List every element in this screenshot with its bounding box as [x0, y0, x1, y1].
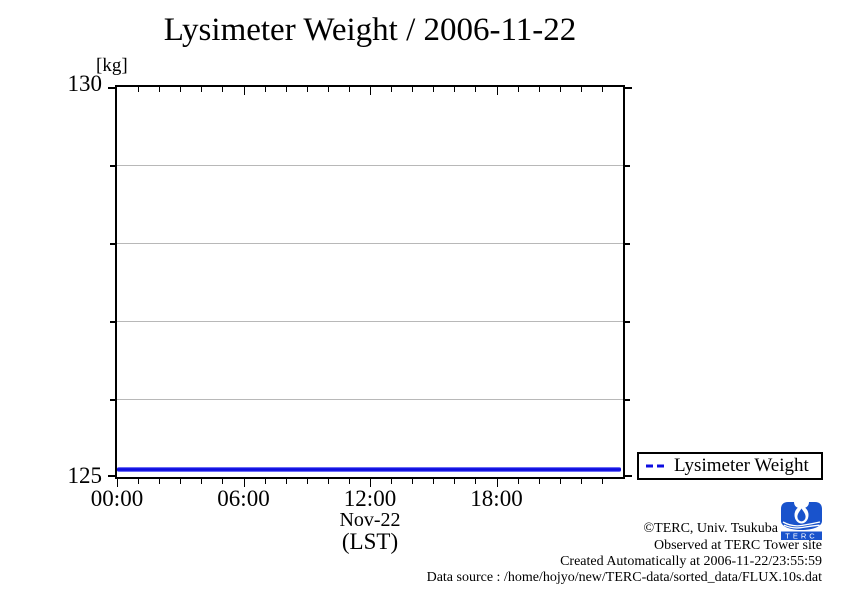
legend-label: Lysimeter Weight [674, 455, 809, 476]
y-tick-mark [625, 164, 630, 167]
y-gridline [117, 321, 623, 322]
footer-copyright: ©TERC, Univ. Tsukuba [643, 521, 779, 536]
y-tick-mark [110, 164, 115, 167]
y-tick-mark-major [625, 87, 632, 89]
y-axis-unit-label: [kg] [96, 55, 128, 76]
y-tick-label-top: 130 [67, 71, 103, 96]
x-tick-label: 00:00 [90, 486, 144, 511]
x-tick-mark [159, 87, 161, 92]
x-tick-mark [264, 87, 266, 92]
x-tick-mark [285, 87, 287, 92]
y-tick-mark-major [108, 475, 115, 477]
x-tick-mark [370, 479, 371, 487]
x-tick-mark [559, 479, 561, 484]
x-tick-mark [222, 479, 224, 484]
x-tick-mark [222, 87, 224, 92]
y-tick-mark-major [108, 87, 115, 89]
x-tick-mark [517, 479, 519, 484]
x-tick-mark [264, 479, 266, 484]
x-tick-mark [601, 87, 603, 92]
x-axis-date-label: Nov-22 [339, 509, 401, 531]
chart-title: Lysimeter Weight / 2006-11-22 [163, 12, 577, 48]
x-tick-mark [306, 87, 308, 92]
x-tick-mark [475, 479, 477, 484]
x-tick-label: 06:00 [217, 486, 270, 511]
x-tick-mark [243, 479, 245, 487]
x-tick-mark [454, 87, 456, 92]
y-tick-mark [110, 320, 115, 323]
y-gridline [117, 165, 623, 166]
legend-box: Lysimeter Weight [637, 452, 823, 480]
x-tick-mark [159, 479, 161, 484]
y-tick-mark-major [625, 475, 632, 477]
x-tick-mark [391, 87, 393, 92]
y-tick-mark [625, 320, 630, 323]
x-tick-mark [117, 479, 118, 487]
x-tick-mark [243, 87, 245, 95]
terc-logo-icon: TERC [781, 502, 822, 541]
x-axis-timezone-label: (LST) [341, 529, 399, 554]
x-tick-mark [138, 479, 140, 484]
footer-data-source: Data source : /home/hojyo/new/TERC-data/… [426, 570, 822, 585]
y-tick-mark [625, 242, 630, 245]
svg-text:TERC: TERC [785, 532, 817, 541]
x-tick-mark [559, 87, 561, 92]
x-tick-mark [454, 479, 456, 484]
x-tick-mark [306, 479, 308, 484]
x-tick-mark [138, 87, 140, 92]
x-tick-mark [180, 87, 182, 92]
x-tick-mark [348, 479, 350, 484]
x-tick-mark [517, 87, 519, 92]
x-tick-mark [370, 87, 371, 95]
x-tick-mark [285, 479, 287, 484]
x-tick-mark [391, 479, 393, 484]
x-tick-mark [327, 479, 329, 484]
footer-created-timestamp: Created Automatically at 2006-11-22/23:5… [560, 554, 822, 569]
x-tick-mark [348, 87, 350, 92]
x-tick-mark [601, 479, 603, 484]
footer-observed-at: Observed at TERC Tower site [653, 538, 822, 553]
x-tick-mark [580, 479, 582, 484]
y-tick-mark [625, 398, 630, 401]
y-tick-mark [110, 242, 115, 245]
x-tick-label: 18:00 [470, 486, 523, 511]
x-tick-mark [433, 479, 435, 484]
lysimeter-weight-line [117, 466, 621, 472]
x-tick-mark [201, 87, 203, 92]
x-tick-mark [412, 479, 414, 484]
x-tick-mark [538, 479, 540, 484]
x-tick-mark [496, 479, 498, 487]
y-tick-label-bottom: 125 [67, 463, 103, 488]
x-tick-mark [538, 87, 540, 92]
x-tick-mark [327, 87, 329, 92]
x-tick-mark [412, 87, 414, 92]
x-tick-mark [475, 87, 477, 92]
x-tick-label: 12:00 [343, 486, 397, 511]
y-tick-mark [110, 398, 115, 401]
x-tick-mark [201, 479, 203, 484]
x-tick-mark [433, 87, 435, 92]
x-tick-mark [180, 479, 182, 484]
y-gridline [117, 243, 623, 244]
legend-line-sample-icon [646, 464, 666, 468]
x-tick-mark [580, 87, 582, 92]
y-gridline [117, 399, 623, 400]
x-tick-mark [496, 87, 498, 95]
plot-area [108, 85, 632, 487]
